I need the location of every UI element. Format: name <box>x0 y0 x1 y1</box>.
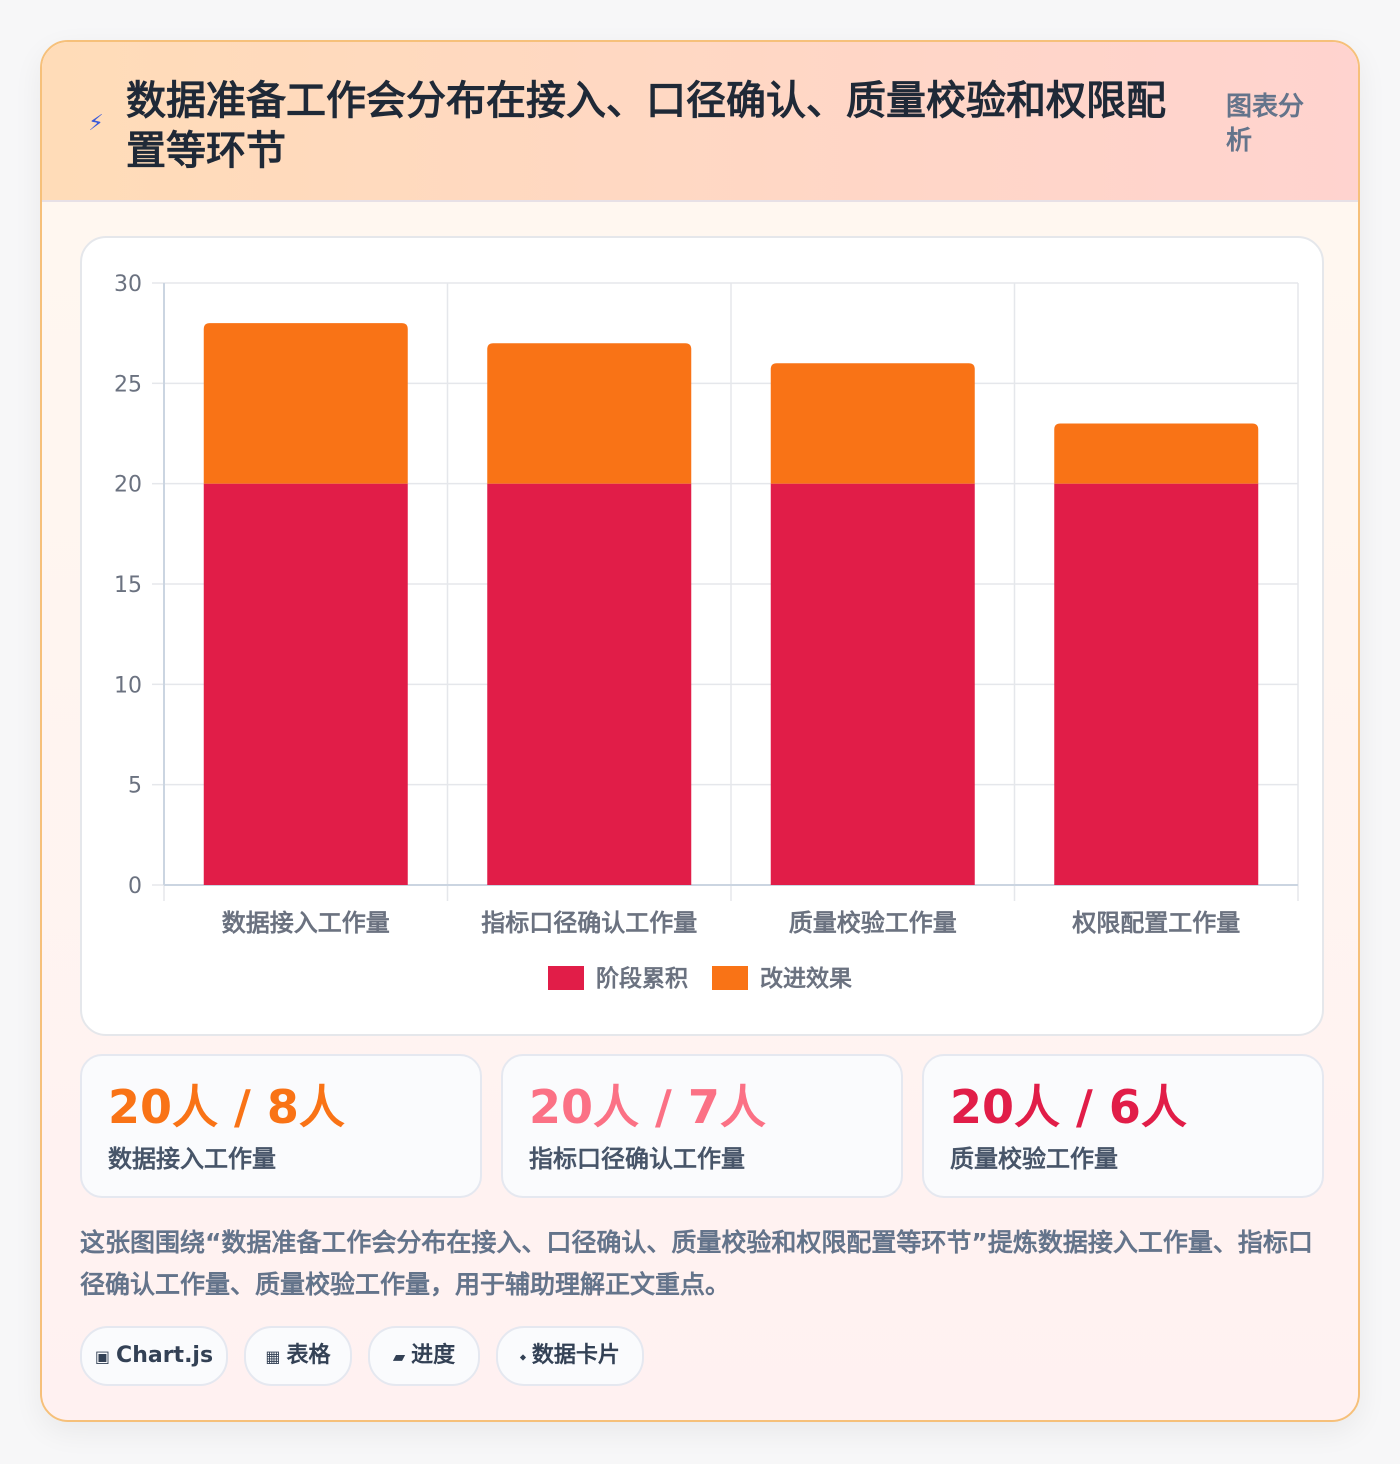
x-tick-label: 权限配置工作量 <box>1071 909 1240 937</box>
y-tick-label: 20 <box>114 473 142 498</box>
x-tick-label: 质量校验工作量 <box>789 909 957 937</box>
bar-stage <box>770 483 975 885</box>
y-tick-label: 5 <box>128 774 142 799</box>
y-tick-label: 0 <box>128 874 142 899</box>
bar-improve <box>487 343 692 484</box>
bar-improve <box>1054 423 1259 484</box>
y-tick-label: 30 <box>114 272 142 297</box>
chart-analysis-tag: 图表分析 <box>1226 92 1305 156</box>
y-tick-label: 25 <box>114 372 142 397</box>
table-icon: ▦ <box>265 1347 281 1366</box>
progress-icon: ▰ <box>392 1347 406 1366</box>
stat-card-0: 20人 / 8人 数据接入工作量 <box>80 1054 482 1198</box>
chip-chartjs[interactable]: ▣ Chart.js <box>80 1326 228 1386</box>
bar-stage <box>203 483 408 885</box>
card-header: ⚡ 数据准备工作会分布在接入、口径确认、质量校验和权限配置等环节 图表分析 <box>42 42 1358 202</box>
stat-value: 20人 / 7人 <box>529 1080 766 1134</box>
chip-label: Chart.js <box>116 1343 214 1368</box>
stat-label: 质量校验工作量 <box>950 1145 1118 1173</box>
stat-card-2: 20人 / 6人 质量校验工作量 <box>922 1054 1324 1198</box>
chart-container: 0 5 10 15 20 25 30 数据接入工作量 指标口径确认工作量 质量校验工作量 权限配置工… <box>80 236 1324 1036</box>
stat-value: 20人 / 8人 <box>108 1080 345 1134</box>
chip-table[interactable]: ▦ 表格 <box>244 1326 352 1386</box>
legend-swatch <box>712 966 748 990</box>
stat-value: 20人 / 6人 <box>950 1080 1187 1134</box>
diamond-icon: ⬩ <box>520 1347 526 1366</box>
chart-icon: ▣ <box>94 1347 111 1366</box>
x-tick-label: 数据接入工作量 <box>222 909 390 937</box>
x-tick-label: 指标口径确认工作量 <box>481 909 697 937</box>
chip-progress[interactable]: ▰ 进度 <box>368 1326 480 1386</box>
chart-description: 这张图围绕“数据准备工作会分布在接入、口径确认、质量校验和权限配置等环节”提炼数… <box>80 1228 1313 1299</box>
stat-label: 指标口径确认工作量 <box>529 1145 745 1173</box>
chip-label: 进度 <box>411 1343 456 1368</box>
stat-card-1: 20人 / 7人 指标口径确认工作量 <box>501 1054 903 1198</box>
chart-card: ⚡ 数据准备工作会分布在接入、口径确认、质量校验和权限配置等环节 图表分析 0 5… <box>40 40 1360 1422</box>
chip-label: 数据卡片 <box>531 1343 620 1368</box>
bar-stage <box>487 483 692 885</box>
card-title: 数据准备工作会分布在接入、口径确认、质量校验和权限配置等环节 <box>126 78 1166 174</box>
chip-label: 表格 <box>286 1343 331 1368</box>
stacked-bar-chart: 0 5 10 15 20 25 30 数据接入工作量 指标口径确认工作量 质量校验工作量 权限配置工… <box>114 272 1299 992</box>
bar-improve <box>203 323 408 484</box>
legend-label: 阶段累积 <box>596 965 688 992</box>
y-tick-label: 10 <box>114 673 142 698</box>
legend-label: 改进效果 <box>760 965 852 992</box>
bar-improve <box>770 363 975 484</box>
chip-data-card[interactable]: ⬩ 数据卡片 <box>496 1326 644 1386</box>
bar-stage <box>1054 483 1259 885</box>
legend-swatch <box>548 966 584 990</box>
y-tick-label: 15 <box>114 573 142 598</box>
bolt-icon: ⚡ <box>88 111 104 136</box>
stat-label: 数据接入工作量 <box>108 1145 276 1173</box>
